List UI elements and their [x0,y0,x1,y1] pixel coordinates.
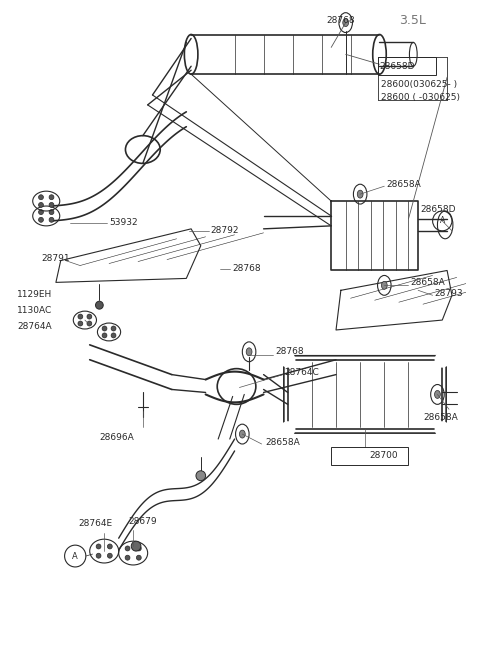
Text: 28792: 28792 [210,227,239,235]
Ellipse shape [102,333,107,338]
Text: 1130AC: 1130AC [17,306,52,314]
Text: 28658D: 28658D [380,62,415,71]
Ellipse shape [38,202,43,208]
Ellipse shape [196,471,205,481]
Text: 28600 ( -030625): 28600 ( -030625) [382,94,460,102]
Ellipse shape [87,321,92,326]
Text: 28658D: 28658D [420,204,456,214]
Text: 28768: 28768 [275,347,304,356]
Ellipse shape [96,553,101,558]
Ellipse shape [382,282,387,290]
Ellipse shape [136,555,141,560]
Text: 28768: 28768 [326,16,355,25]
Ellipse shape [125,546,130,551]
Ellipse shape [434,390,440,398]
Text: 28600(030625- ): 28600(030625- ) [382,79,457,88]
Text: 28768: 28768 [233,264,261,273]
Ellipse shape [246,348,252,356]
Text: 1129EH: 1129EH [17,290,52,299]
Text: 28658A: 28658A [386,179,421,189]
Bar [378,57,435,75]
Ellipse shape [78,321,83,326]
Ellipse shape [434,421,450,437]
Text: 28696A: 28696A [99,432,134,441]
Ellipse shape [108,553,112,558]
Ellipse shape [280,421,296,437]
Text: 28793: 28793 [434,289,463,298]
Ellipse shape [38,217,43,222]
Text: 28700: 28700 [370,451,398,460]
Ellipse shape [96,544,101,549]
Ellipse shape [108,544,112,549]
Ellipse shape [78,314,83,319]
Ellipse shape [87,314,92,319]
Ellipse shape [125,555,130,560]
Ellipse shape [96,301,103,309]
Text: 28658A: 28658A [423,413,458,422]
Text: 28764A: 28764A [17,322,52,331]
Text: 28679: 28679 [128,517,157,526]
Ellipse shape [280,352,296,367]
Ellipse shape [111,333,116,338]
Bar [331,447,408,465]
Ellipse shape [102,326,107,331]
Ellipse shape [49,210,54,215]
Text: 28764C: 28764C [285,368,320,377]
Ellipse shape [343,18,348,27]
Text: 3.5L: 3.5L [399,14,426,27]
Text: A: A [440,216,445,225]
Ellipse shape [111,326,116,331]
Ellipse shape [357,190,363,198]
Ellipse shape [136,546,141,551]
Ellipse shape [49,217,54,222]
Text: 28658A: 28658A [410,278,445,287]
Ellipse shape [38,195,43,200]
Text: A: A [72,552,78,561]
Ellipse shape [240,430,245,438]
Text: 28791: 28791 [41,254,70,263]
Ellipse shape [49,202,54,208]
Ellipse shape [38,210,43,215]
Text: 28764E: 28764E [78,519,112,528]
Text: 53932: 53932 [109,218,138,227]
Ellipse shape [131,541,141,551]
Ellipse shape [49,195,54,200]
Ellipse shape [434,352,450,367]
Text: 28658A: 28658A [265,438,300,447]
